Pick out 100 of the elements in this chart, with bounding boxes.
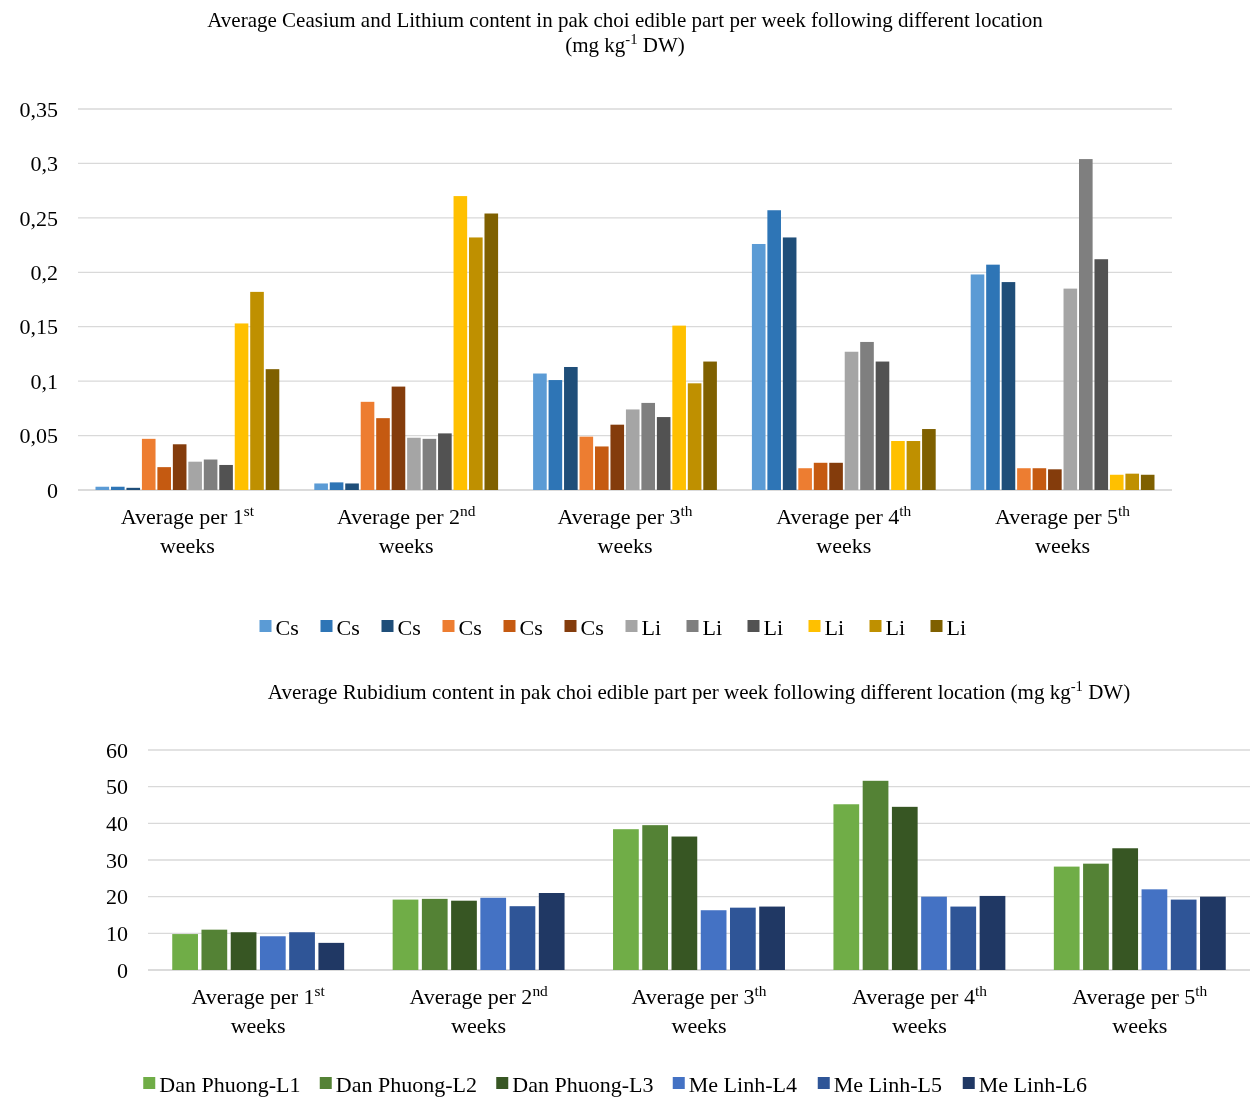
bar	[767, 210, 781, 490]
y-tick-label: 60	[106, 737, 128, 763]
bar	[813, 462, 828, 490]
chart-title: Average Ceasium and Lithium content in pak choi edible part per week following different location (mg kg$^{-1}$ DW)	[207, 8, 1044, 57]
bar	[538, 893, 565, 970]
bar	[141, 438, 156, 490]
bar	[126, 487, 141, 490]
bar	[265, 369, 280, 490]
bar	[345, 483, 359, 490]
bar	[671, 836, 698, 970]
bar	[1094, 259, 1109, 490]
bar	[875, 361, 890, 490]
bar	[1053, 866, 1080, 970]
legend-label: Cs	[519, 614, 543, 640]
bar	[979, 895, 1006, 970]
bar	[687, 383, 702, 490]
bar	[1140, 474, 1155, 490]
legend-label: Li	[763, 614, 784, 640]
y-tick-label: 0	[117, 957, 128, 983]
bar	[579, 436, 594, 490]
legend-label: Li	[824, 614, 845, 640]
bar	[201, 929, 228, 970]
legend-label: Li	[702, 614, 723, 640]
legend-label: Cs	[275, 614, 299, 640]
legend-label: Dan Phuong-L3	[512, 1071, 654, 1097]
bar	[844, 351, 859, 490]
bar	[203, 459, 218, 490]
legend-label: Li	[885, 614, 906, 640]
bar	[641, 402, 656, 490]
bar	[480, 897, 507, 970]
category-label: Average per 3$^{th}$ weeks	[631, 981, 767, 1038]
category-label: Average per 4$^{th}$ weeks	[776, 501, 912, 558]
bar	[862, 780, 889, 970]
bar	[759, 906, 785, 970]
bar	[230, 932, 257, 970]
bar	[703, 361, 717, 490]
legend-label: Cs	[580, 614, 604, 640]
bar	[829, 462, 843, 490]
bar	[610, 424, 625, 490]
y-tick-label: 0,15	[19, 314, 58, 340]
bar	[391, 386, 406, 490]
category-label: Average per 5$^{th}$ weeks	[1072, 981, 1208, 1038]
y-tick-label: 50	[106, 774, 128, 800]
legend-label: Li	[946, 614, 967, 640]
category-label: Average per 3$^{th}$ weeks	[557, 501, 693, 558]
legend-label: Cs	[397, 614, 421, 640]
category-label: Average per 5$^{th}$ weeks	[995, 501, 1131, 558]
bar	[921, 896, 947, 970]
y-tick-label: 0,25	[19, 205, 58, 231]
bar	[1170, 899, 1197, 970]
legend-label: Me Linh-L4	[688, 1071, 797, 1097]
bar	[986, 264, 1000, 490]
bar	[438, 433, 452, 490]
bar	[700, 910, 727, 970]
bar	[1112, 848, 1139, 970]
y-tick-label: 10	[106, 921, 128, 947]
bar	[564, 366, 578, 490]
bar	[922, 429, 936, 490]
bar	[407, 437, 421, 490]
bar	[172, 934, 198, 970]
bar	[1200, 896, 1226, 970]
legend-label: Cs	[458, 614, 482, 640]
category-label: Average per 2$^{nd}$ weeks	[337, 501, 476, 558]
y-tick-label: 30	[106, 847, 128, 873]
bar	[172, 444, 187, 490]
bar	[376, 418, 390, 490]
bar	[729, 907, 756, 970]
bar	[533, 373, 547, 490]
category-label: Average per 1$^{st}$ weeks	[191, 981, 325, 1038]
bar	[1125, 473, 1140, 490]
bar	[289, 932, 315, 970]
bar	[1079, 159, 1093, 490]
bar	[451, 900, 477, 970]
bar	[110, 486, 125, 490]
bar	[422, 438, 437, 490]
bar	[613, 829, 639, 970]
bar	[833, 804, 860, 970]
bar	[219, 464, 233, 490]
bar	[782, 237, 797, 490]
bar	[188, 461, 202, 490]
y-tick-label: 0,05	[19, 423, 58, 449]
legend-label: Dan Phuong-L2	[335, 1071, 477, 1097]
bar	[594, 446, 609, 490]
bar	[421, 898, 448, 970]
legend-label: Me Linh-L5	[833, 1071, 942, 1097]
y-tick-label: 0,3	[30, 151, 58, 177]
bar	[453, 196, 468, 490]
bar	[642, 825, 669, 970]
bar	[509, 906, 536, 970]
category-label: Average per 4$^{th}$ weeks	[851, 981, 987, 1038]
bar	[891, 806, 918, 970]
legend-label: Cs	[336, 614, 360, 640]
bar	[1083, 863, 1109, 970]
bar	[970, 274, 985, 490]
bar	[329, 482, 344, 490]
bar	[906, 441, 921, 490]
category-label: Average per 1$^{st}$ weeks	[120, 501, 255, 558]
bar	[1063, 288, 1078, 490]
bar	[1032, 468, 1047, 490]
bar	[484, 213, 499, 490]
